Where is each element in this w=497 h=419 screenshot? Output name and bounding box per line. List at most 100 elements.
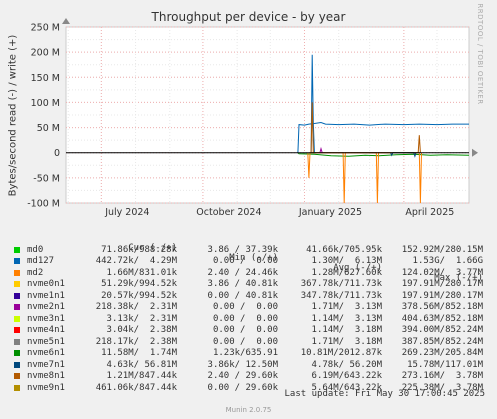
legend-swatch	[14, 338, 20, 345]
series-line	[319, 146, 323, 153]
legend-header-avg: Avg (-/+)	[333, 263, 382, 273]
series-line	[297, 152, 470, 157]
legend-device-name: nvme0n1	[27, 279, 65, 289]
legend-device-name: md0	[27, 244, 44, 255]
legend-swatch	[14, 281, 20, 287]
legend-cur-value: 461.06k/847.44k	[95, 382, 177, 393]
legend-max-value: 1.53G/ 1.66G	[412, 256, 483, 266]
legend-max-value: 152.92M/280.15M	[401, 244, 483, 255]
x-axis-arrow	[472, 148, 478, 157]
legend-cur-value: 218.17k/ 2.38M	[95, 336, 177, 347]
legend-avg-value: 6.19M/643.22k	[311, 371, 382, 381]
legend-device-name: md2	[27, 267, 44, 278]
legend-min-value: 0.00 / 0.00	[212, 302, 278, 312]
legend-max-value: 378.56M/852.18M	[401, 302, 483, 312]
legend-row: nvme9n1 461.06k/847.44k 0.00 / 29.60k 5.64M…	[0, 383, 497, 395]
legend-device-name: nvme5n1	[27, 336, 65, 347]
legend-device-name: nvme1n1	[27, 290, 65, 301]
legend-min-value: 0.00 / 0.00	[212, 313, 278, 324]
legend-cur-value: 442.72k/ 4.29M	[95, 256, 177, 266]
legend-header-min: Min (-/+)	[229, 253, 278, 263]
legend-cur-value: 3.13k/ 2.31M	[106, 313, 177, 324]
legend-cur-value: 1.66M/831.01k	[106, 267, 177, 278]
legend-swatch	[14, 350, 20, 356]
y-tick-label: 0	[54, 148, 60, 159]
legend-device-name: nvme9n1	[27, 382, 65, 393]
legend-swatch	[14, 327, 20, 333]
legend-swatch	[14, 361, 20, 368]
munin-version: Munin 2.0.75	[225, 406, 272, 414]
legend-min-value: 1.23k/635.91	[212, 348, 278, 358]
legend-avg-value: 347.78k/711.73k	[300, 290, 382, 301]
legend-header-cur: Cur (-/+)	[128, 243, 177, 253]
legend-row: md2 1.66M/831.01k 2.40 / 24.46k 1.28M/627.6…	[0, 268, 497, 280]
legend-row: nvme0n1 51.29k/994.52k 3.86 / 40.81k 367.78…	[0, 279, 497, 291]
legend-max-value: 404.63M/852.18M	[401, 313, 483, 324]
legend-swatch	[14, 246, 20, 253]
legend-header: Cur (-/+) Min (-/+) Avg (-/+) Max (-/+)	[0, 233, 497, 283]
legend-cur-value: 20.57k/994.52k	[101, 290, 177, 301]
legend-swatch	[14, 269, 20, 276]
legend-swatch	[14, 373, 20, 379]
legend-row: nvme6n1 11.58M/ 1.74M 1.23k/635.91 10.81M/2…	[0, 348, 497, 360]
y-tick-label: -100 M	[27, 199, 60, 210]
legend-avg-value: 1.28M/627.60k	[311, 267, 382, 278]
legend-avg-value: 4.78k/ 56.20M	[311, 359, 382, 370]
legend-min-value: 0.00 / 0.00	[212, 256, 278, 266]
legend-swatch	[14, 315, 20, 322]
legend-row: md127 442.72k/ 4.29M 0.00 / 0.00 1.30M/ 6.1…	[0, 256, 497, 268]
legend-min-value: 2.40 / 29.60k	[207, 371, 278, 381]
legend-avg-value: 5.64M/643.22k	[311, 382, 382, 393]
legend-avg-value: 1.71M/ 3.18M	[311, 336, 382, 347]
y-tick-label: -50 M	[33, 173, 60, 184]
legend-swatch	[14, 292, 20, 299]
legend-cur-value: 4.63k/ 56.81M	[106, 359, 177, 370]
legend-avg-value: 1.14M/ 3.18M	[311, 325, 382, 335]
legend-min-value: 2.40 / 24.46k	[207, 267, 278, 278]
legend-max-value: 197.91M/280.17M	[401, 279, 483, 289]
legend-device-name: md127	[27, 256, 55, 266]
legend-row: md0 71.86k/988.28k 3.86 / 37.39k 41.66k/705…	[0, 245, 497, 257]
legend-min-value: 0.00 / 29.60k	[207, 382, 278, 393]
legend-min-value: 0.00 / 0.00	[212, 325, 278, 335]
chart-title: Throughput per device - by year	[151, 10, 346, 24]
legend-avg-value: 1.71M/ 3.13M	[311, 302, 382, 312]
legend-row: nvme1n1 20.57k/994.52k 0.00 / 40.81k 347.78…	[0, 291, 497, 303]
legend-max-value: 15.78M/117.01M	[407, 359, 483, 370]
series-line	[297, 121, 469, 153]
legend-swatch	[14, 304, 20, 310]
legend-row: nvme2n1 218.38k/ 2.31M 0.00 / 0.00 1.71M/ 3…	[0, 302, 497, 314]
legend-max-value: 225.38M/ 3.78M	[401, 382, 483, 393]
legend-cur-value: 11.58M/ 1.74M	[101, 348, 177, 358]
legend-avg-value: 1.30M/ 6.13M	[311, 256, 382, 266]
x-tick-label: April 2025	[405, 207, 454, 218]
legend-max-value: 387.85M/852.24M	[401, 336, 483, 347]
y-tick-label: 150 M	[31, 73, 60, 84]
legend-cur-value: 51.29k/994.52k	[101, 279, 177, 289]
legend-max-value: 124.02M/ 3.77M	[401, 267, 483, 278]
legend-min-value: 0.00 / 40.81k	[207, 290, 278, 301]
y-axis-ticks: 250 M 200 M 150 M 100 M 50 M 0 -50 M -100 M	[27, 23, 60, 210]
y-tick-label: 200 M	[31, 48, 60, 59]
legend-table: Cur (-/+) Min (-/+) Avg (-/+) Max (-/+) …	[0, 233, 497, 394]
y-tick-label: 100 M	[31, 98, 60, 109]
last-update: Last update: Fri May 30 17:00:45 2025	[284, 389, 485, 399]
x-tick-label: January 2025	[298, 207, 362, 218]
y-tick-label: 50 M	[37, 123, 60, 134]
legend-header-max: Max (-/+)	[434, 273, 483, 283]
legend-swatch	[14, 258, 20, 264]
legend-max-value: 394.00M/852.24M	[401, 325, 483, 335]
legend-min-value: 0.00 / 0.00	[212, 336, 278, 347]
legend-avg-value: 1.14M/ 3.13M	[311, 313, 382, 324]
legend-row: nvme8n1 1.21M/847.44k 2.40 / 29.60k 6.19M/6…	[0, 371, 497, 383]
legend-cur-value: 71.86k/988.28k	[101, 244, 177, 255]
legend-avg-value: 10.81M/2012.87k	[300, 348, 382, 358]
legend-row: nvme5n1 218.17k/ 2.38M 0.00 / 0.00 1.71M/ 3…	[0, 337, 497, 349]
legend-min-value: 3.86 / 40.81k	[207, 279, 278, 289]
legend-cur-value: 218.38k/ 2.31M	[95, 302, 177, 312]
legend-swatch	[14, 384, 20, 391]
legend-row: nvme3n1 3.13k/ 2.31M 0.00 / 0.00 1.14M/ 3.1…	[0, 314, 497, 326]
legend-device-name: nvme3n1	[27, 313, 65, 324]
legend-device-name: nvme4n1	[27, 325, 65, 335]
legend-avg-value: 367.78k/711.73k	[300, 279, 382, 289]
